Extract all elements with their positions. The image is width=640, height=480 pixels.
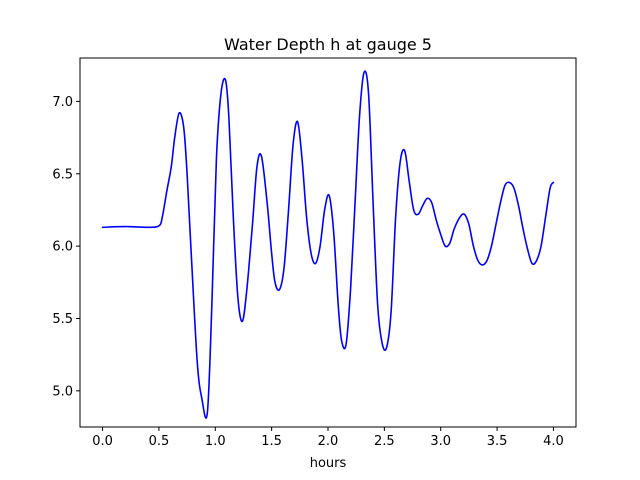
- y-tick-label: 7.0: [52, 95, 73, 110]
- x-tick-label: 3.5: [487, 434, 508, 449]
- x-tick-label: 0.0: [92, 434, 113, 449]
- y-tick-label: 6.5: [52, 167, 73, 182]
- x-tick-label: 0.5: [149, 434, 170, 449]
- x-axis-label: hours: [310, 456, 347, 471]
- x-tick-label: 1.5: [261, 434, 282, 449]
- x-tick-label: 3.0: [430, 434, 451, 449]
- plot-area: [101, 70, 555, 419]
- x-tick-label: 1.0: [205, 434, 226, 449]
- y-axis: 5.0 5.5 6.0 6.5 7.0: [52, 95, 80, 399]
- x-axis: 0.0 0.5 1.0 1.5 2.0 2.5 3.0 3.5 4.0: [92, 427, 564, 449]
- chart-title: Water Depth h at gauge 5: [224, 35, 432, 54]
- x-tick-label: 4.0: [543, 434, 564, 449]
- x-tick-label: 2.0: [318, 434, 339, 449]
- series-line-0: [101, 70, 555, 419]
- x-tick-label: 2.5: [374, 434, 395, 449]
- plot-frame: [79, 57, 577, 428]
- y-tick-label: 5.5: [52, 312, 73, 327]
- y-tick-label: 5.0: [52, 384, 73, 399]
- y-tick-label: 6.0: [52, 240, 73, 255]
